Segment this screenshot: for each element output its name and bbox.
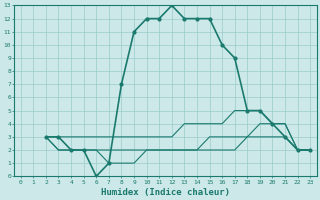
X-axis label: Humidex (Indice chaleur): Humidex (Indice chaleur)	[101, 188, 230, 197]
